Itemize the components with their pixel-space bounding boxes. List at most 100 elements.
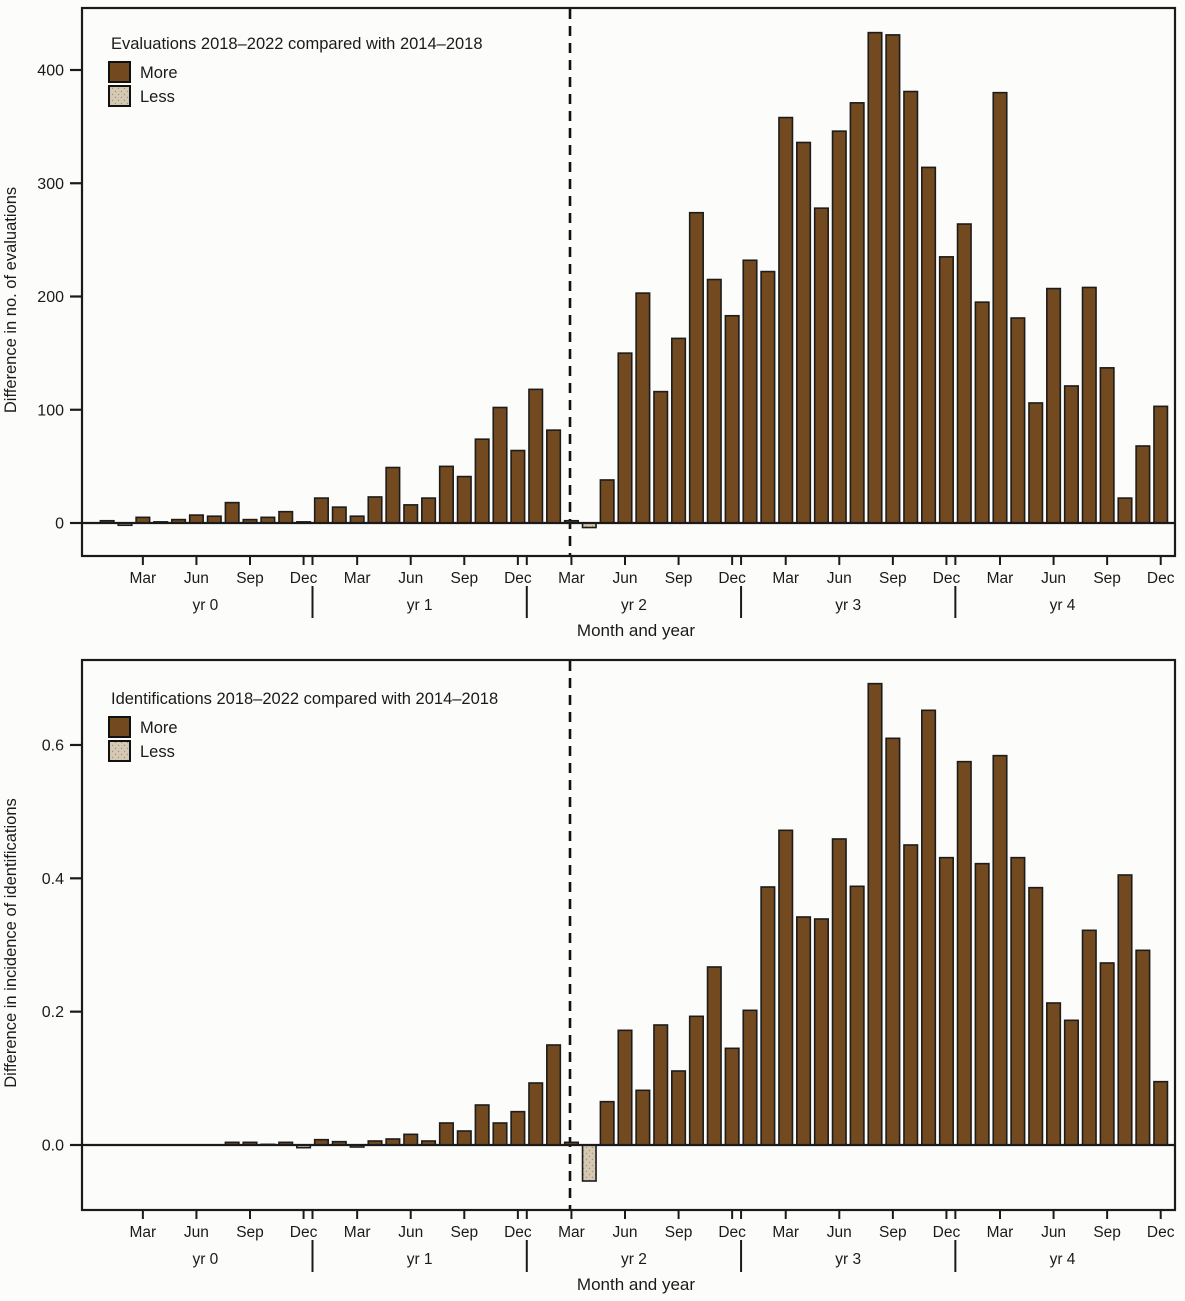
bar-more <box>599 479 615 524</box>
bar-more <box>742 259 758 524</box>
bar-more <box>438 465 454 524</box>
plot-border <box>80 658 1177 1212</box>
bar-more <box>974 301 990 524</box>
x-month-label: Jun <box>827 570 852 587</box>
x-month-label: Mar <box>130 570 157 587</box>
bar-more <box>724 314 740 524</box>
bar-more <box>938 856 954 1146</box>
identifications-chart-panel: 0.0 0.2 0.4 0.6 Difference in incidence of i… <box>0 651 1185 1301</box>
bar-more <box>688 1015 704 1146</box>
bar-more <box>760 886 776 1146</box>
bar-more <box>992 754 1008 1146</box>
x-month-label: Sep <box>236 1224 264 1241</box>
bar-more <box>742 1009 758 1146</box>
bar-more <box>831 838 847 1146</box>
bar-more <box>528 1082 544 1146</box>
bar-more <box>778 116 794 524</box>
bar-more <box>492 406 508 524</box>
legend-swatch-less <box>108 740 131 762</box>
x-month-label: Sep <box>665 570 693 587</box>
bar-more <box>635 1089 651 1146</box>
bar-more <box>546 429 562 524</box>
x-month-label: Sep <box>879 570 907 587</box>
bar-more <box>867 31 883 524</box>
bar-more <box>921 709 937 1146</box>
bar-more <box>456 475 472 524</box>
x-month-label: Dec <box>504 570 532 587</box>
x-year-label: yr 4 <box>1050 1251 1076 1268</box>
x-month-label: Mar <box>344 570 371 587</box>
bar-more <box>813 207 829 524</box>
y-axis-title: Difference in no. of evaluations <box>2 187 20 413</box>
legend-label: Less <box>140 743 175 761</box>
bar-more <box>474 438 490 524</box>
bar-more <box>974 862 990 1146</box>
bar-more <box>1153 405 1169 524</box>
x-month-label: Jun <box>613 1224 638 1241</box>
x-month-label: Sep <box>1093 1224 1121 1241</box>
x-month-label: Sep <box>879 1224 907 1241</box>
bar-more <box>1010 856 1026 1146</box>
x-month-label: Sep <box>1093 570 1121 587</box>
y-tick-label: 0 <box>55 516 64 533</box>
bar-more <box>1046 287 1062 524</box>
x-month-label: Dec <box>718 1224 746 1241</box>
x-year-label: yr 0 <box>192 597 218 614</box>
bar-more <box>813 918 829 1146</box>
bar-more <box>1099 367 1115 524</box>
bar-more <box>760 270 776 524</box>
legend-label: Less <box>140 88 175 106</box>
bar-more <box>1081 929 1097 1146</box>
bar-more <box>510 449 526 524</box>
y-tick-label: 0.6 <box>42 737 64 754</box>
x-month-label: Dec <box>718 570 746 587</box>
bar-more <box>867 682 883 1146</box>
bar-more <box>617 352 633 524</box>
bar-more <box>1135 949 1151 1146</box>
bar-more <box>188 514 204 524</box>
bar-more <box>1081 286 1097 524</box>
bar-more <box>456 1130 472 1146</box>
x-month-label: Jun <box>398 1224 423 1241</box>
x-month-label: Sep <box>450 570 478 587</box>
plot-border <box>80 6 1177 558</box>
bar-more <box>1153 1080 1169 1146</box>
x-month-label: Jun <box>827 1224 852 1241</box>
x-month-label: Sep <box>665 1224 693 1241</box>
y-axis-title: Difference in incidence of identificatio… <box>2 798 20 1088</box>
bar-more <box>706 966 722 1146</box>
legend-swatch-less <box>108 85 131 107</box>
x-month-label: Dec <box>1147 570 1175 587</box>
x-year-label: yr 1 <box>407 1251 433 1268</box>
bar-more <box>1046 1002 1062 1146</box>
legend-label: More <box>140 64 178 82</box>
bar-more <box>938 256 954 524</box>
x-month-label: Dec <box>933 570 961 587</box>
legend-swatch-more <box>108 61 131 83</box>
x-month-label: Jun <box>398 570 423 587</box>
x-month-label: Mar <box>987 1224 1014 1241</box>
bar-more <box>1028 402 1044 524</box>
bar-more <box>921 166 937 524</box>
bar-more <box>849 102 865 524</box>
x-month-label: Dec <box>1147 1224 1175 1241</box>
legend-label: More <box>140 719 178 737</box>
bar-more <box>528 388 544 524</box>
x-month-label: Sep <box>236 570 264 587</box>
bar-more <box>1063 1019 1079 1146</box>
bar-more <box>313 497 329 524</box>
bar-more <box>278 510 294 524</box>
y-tick-label: 300 <box>37 176 64 193</box>
x-year-label: yr 3 <box>835 1251 861 1268</box>
y-tick-label: 0.0 <box>42 1138 64 1155</box>
bar-more <box>1028 886 1044 1146</box>
identifications-bar-chart: 0.0 0.2 0.4 0.6 Difference in incidence of i… <box>2 658 1177 1294</box>
x-axis-title: Month and year <box>577 621 695 640</box>
x-month-label: Mar <box>772 570 799 587</box>
bar-more <box>706 278 722 524</box>
y-tick-label: 400 <box>37 63 64 80</box>
bar-more <box>992 91 1008 524</box>
x-month-label: Mar <box>344 1224 371 1241</box>
legend-swatch-more <box>108 716 131 738</box>
